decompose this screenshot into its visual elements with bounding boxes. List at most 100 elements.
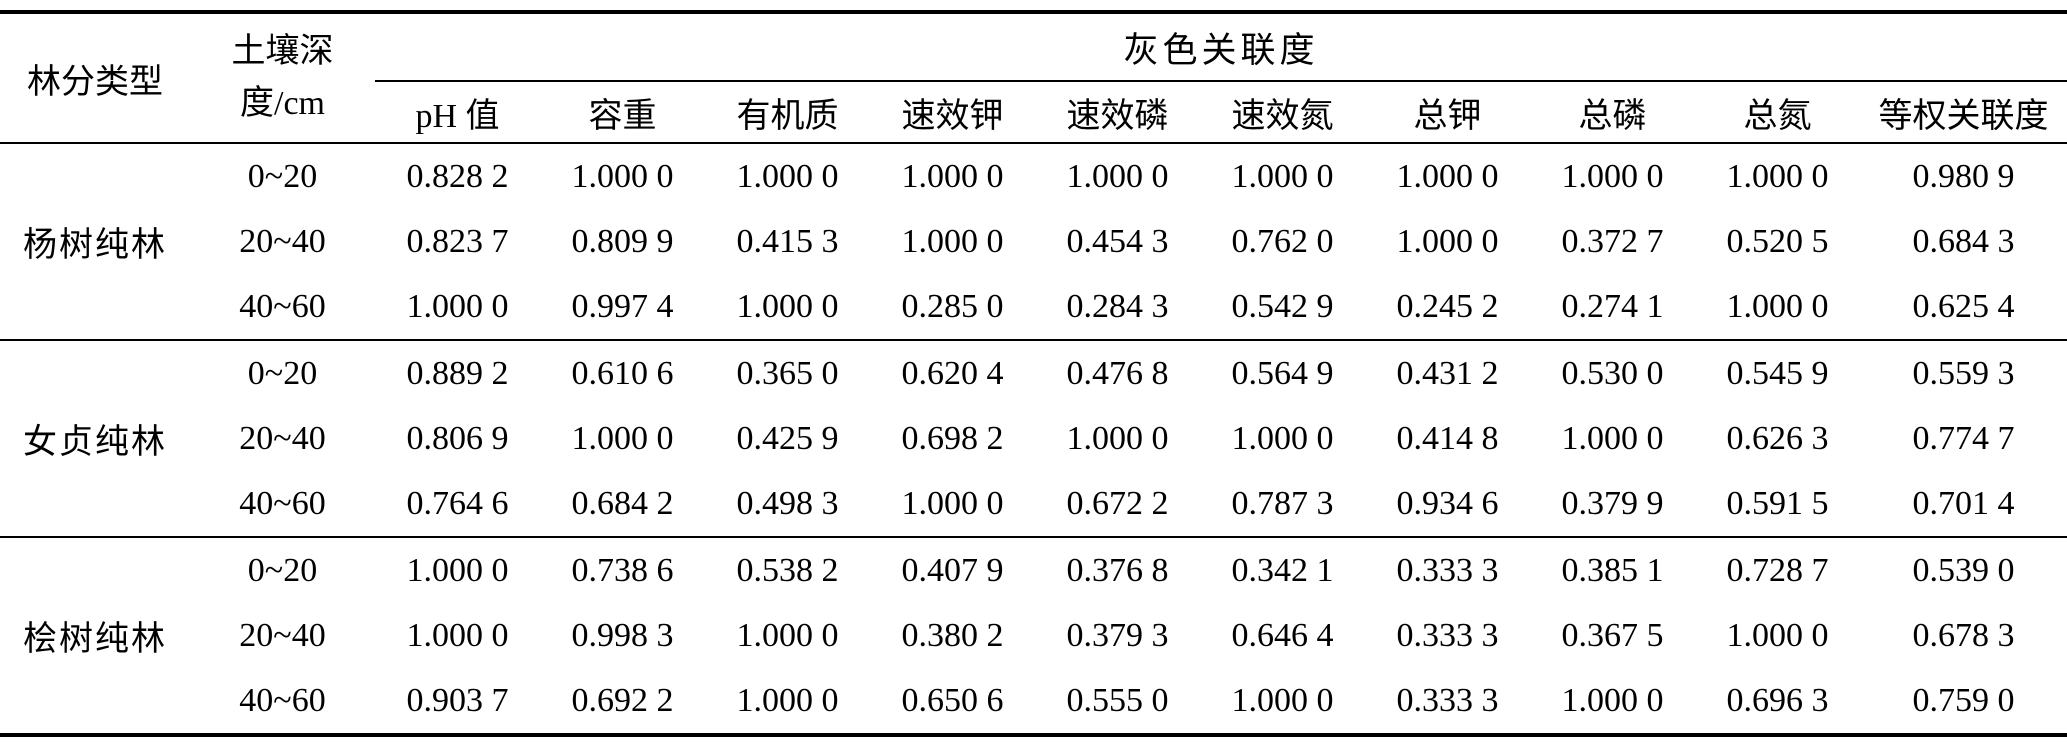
soil-depth-cell: 0~20: [247, 354, 318, 392]
sub-header-row: pH 值 容重 有机质 速效钾 速效磷 速效氮 总钾 总磷 总氮 等权关联度: [0, 81, 2067, 143]
relational-degree-value-cell: 1.000 0: [1066, 157, 1169, 195]
relational-degree-value-cell: 0.530 0: [1561, 354, 1664, 392]
soil-depth-cell: 20~40: [239, 419, 326, 457]
table-row: 桧树纯林 0~20 1.000 0 0.738 6 0.538 2 0.407 9 0.37…: [0, 537, 2067, 659]
relational-degree-value-cell: 0.539 0: [1912, 551, 2015, 589]
relational-degree-value-cell: 0.823 7: [406, 222, 509, 260]
relational-degree-value-cell: 1.000 0: [1726, 616, 1829, 654]
sub-header-available-p: 速效磷: [1066, 97, 1169, 135]
table-row: 40~60 0.764 6 0.684 2 0.498 3 1.000 0 0.672 2…: [0, 471, 2067, 537]
relational-degree-value-cell: 0.701 4: [1912, 484, 2015, 522]
relational-degree-value-cell: 0.520 5: [1726, 222, 1829, 260]
relational-degree-value-cell: 0.367 5: [1561, 616, 1664, 654]
relational-degree-value-cell: 0.498 3: [736, 484, 839, 522]
relational-degree-value-cell: 0.684 3: [1912, 222, 2015, 260]
relational-degree-value-cell: 0.759 0: [1912, 681, 2015, 719]
relational-degree-value-cell: 0.998 3: [571, 616, 674, 654]
group-header-grey-relational-degree: 灰色关联度: [375, 12, 2067, 82]
relational-degree-value-cell: 0.728 7: [1726, 551, 1829, 589]
soil-depth-cell: 0~20: [247, 551, 318, 589]
relational-degree-value-cell: 0.431 2: [1396, 354, 1499, 392]
relational-degree-value-cell: 0.610 6: [571, 354, 674, 392]
col-header-soil-depth: 土壤深 度/cm: [190, 12, 375, 143]
relational-degree-value-cell: 0.342 1: [1231, 551, 1334, 589]
relational-degree-value-cell: 0.542 9: [1231, 287, 1334, 325]
relational-degree-value-cell: 0.372 7: [1561, 222, 1664, 260]
relational-degree-value-cell: 0.591 5: [1726, 484, 1829, 522]
relational-degree-value-cell: 1.000 0: [1231, 681, 1334, 719]
relational-degree-value-cell: 1.000 0: [901, 484, 1004, 522]
relational-degree-value-cell: 0.545 9: [1726, 354, 1829, 392]
relational-degree-value-cell: 0.764 6: [406, 484, 509, 522]
table-row: 杨树纯林 0~20 0.828 2 1.000 0 1.000 0 1.000 0 1.00…: [0, 143, 2067, 265]
relational-degree-value-cell: 1.000 0: [1561, 681, 1664, 719]
relational-degree-value-cell: 0.672 2: [1066, 484, 1169, 522]
forest-type-group: 桧树纯林 0~20 1.000 0 0.738 6 0.538 2 0.407 9 0.37…: [0, 537, 2067, 735]
relational-degree-value-cell: 0.379 3: [1066, 616, 1169, 654]
relational-degree-value-cell: 0.476 8: [1066, 354, 1169, 392]
table-row: 20~40 1.000 0 0.998 3 1.000 0 0.380 2 0.379 3…: [0, 603, 2067, 668]
soil-depth-cell: 20~40: [239, 616, 326, 654]
relational-degree-value-cell: 1.000 0: [1561, 419, 1664, 457]
relational-degree-value-cell: 0.379 9: [1561, 484, 1664, 522]
sub-header-available-k: 速效钾: [901, 97, 1004, 135]
relational-degree-value-cell: 0.414 8: [1396, 419, 1499, 457]
forest-type-cell: 杨树纯林: [23, 227, 167, 264]
relational-degree-value-cell: 1.000 0: [1231, 419, 1334, 457]
header-row-top: 林分类型 土壤深 度/cm 灰色关联度: [0, 12, 2067, 122]
relational-degree-value-cell: 0.559 3: [1912, 354, 2015, 392]
relational-degree-value-cell: 1.000 0: [901, 157, 1004, 195]
relational-degree-value-cell: 0.828 2: [406, 157, 509, 195]
relational-degree-value-cell: 1.000 0: [901, 222, 1004, 260]
relational-degree-value-cell: 0.646 4: [1231, 616, 1334, 654]
relational-degree-value-cell: 1.000 0: [1231, 157, 1334, 195]
relational-degree-value-cell: 1.000 0: [736, 157, 839, 195]
relational-degree-value-cell: 0.407 9: [901, 551, 1004, 589]
relational-degree-value-cell: 0.333 3: [1396, 616, 1499, 654]
sub-header-total-n: 总氮: [1743, 97, 1812, 135]
relational-degree-value-cell: 0.333 3: [1396, 551, 1499, 589]
relational-degree-value-cell: 0.698 2: [901, 419, 1004, 457]
col-header-soil-depth-line2: 度/cm: [240, 85, 325, 122]
relational-degree-value-cell: 1.000 0: [571, 419, 674, 457]
relational-degree-value-cell: 1.000 0: [406, 287, 509, 325]
relational-degree-value-cell: 0.696 3: [1726, 681, 1829, 719]
relational-degree-value-cell: 0.415 3: [736, 222, 839, 260]
relational-degree-value-cell: 0.538 2: [736, 551, 839, 589]
relational-degree-value-cell: 0.625 4: [1912, 287, 2015, 325]
relational-degree-value-cell: 0.806 9: [406, 419, 509, 457]
relational-degree-value-cell: 0.684 2: [571, 484, 674, 522]
relational-degree-value-cell: 0.380 2: [901, 616, 1004, 654]
relational-degree-value-cell: 0.284 3: [1066, 287, 1169, 325]
soil-depth-cell: 0~20: [247, 157, 318, 195]
soil-depth-cell: 40~60: [239, 681, 326, 719]
soil-depth-cell: 40~60: [239, 287, 326, 325]
relational-degree-value-cell: 1.000 0: [736, 681, 839, 719]
relational-degree-value-cell: 0.650 6: [901, 681, 1004, 719]
relational-degree-value-cell: 0.365 0: [736, 354, 839, 392]
relational-degree-value-cell: 0.245 2: [1396, 287, 1499, 325]
soil-depth-cell: 40~60: [239, 484, 326, 522]
table-row: 40~60 1.000 0 0.997 4 1.000 0 0.285 0 0.284 3…: [0, 274, 2067, 340]
forest-type-cell: 桧树纯林: [23, 621, 167, 658]
relational-degree-value-cell: 0.997 4: [571, 287, 674, 325]
relational-degree-value-cell: 0.454 3: [1066, 222, 1169, 260]
sub-header-organic-matter: 有机质: [736, 97, 839, 135]
relational-degree-value-cell: 0.692 2: [571, 681, 674, 719]
relational-degree-value-cell: 0.274 1: [1561, 287, 1664, 325]
table-header: 林分类型 土壤深 度/cm 灰色关联度 pH 值 容重 有机质 速效钾 速效磷 …: [0, 12, 2067, 143]
relational-degree-value-cell: 1.000 0: [1726, 157, 1829, 195]
sub-header-total-k: 总钾: [1413, 97, 1482, 135]
relational-degree-value-cell: 1.000 0: [1396, 157, 1499, 195]
soil-depth-cell: 20~40: [239, 222, 326, 260]
relational-degree-value-cell: 0.809 9: [571, 222, 674, 260]
relational-degree-value-cell: 1.000 0: [736, 616, 839, 654]
relational-degree-value-cell: 1.000 0: [736, 287, 839, 325]
table-row: 20~40 0.806 9 1.000 0 0.425 9 0.698 2 1.000 0…: [0, 406, 2067, 471]
relational-degree-value-cell: 0.774 7: [1912, 419, 2015, 457]
relational-degree-value-cell: 1.000 0: [571, 157, 674, 195]
relational-degree-value-cell: 1.000 0: [1066, 419, 1169, 457]
relational-degree-value-cell: 1.000 0: [1561, 157, 1664, 195]
relational-degree-value-cell: 1.000 0: [1726, 287, 1829, 325]
